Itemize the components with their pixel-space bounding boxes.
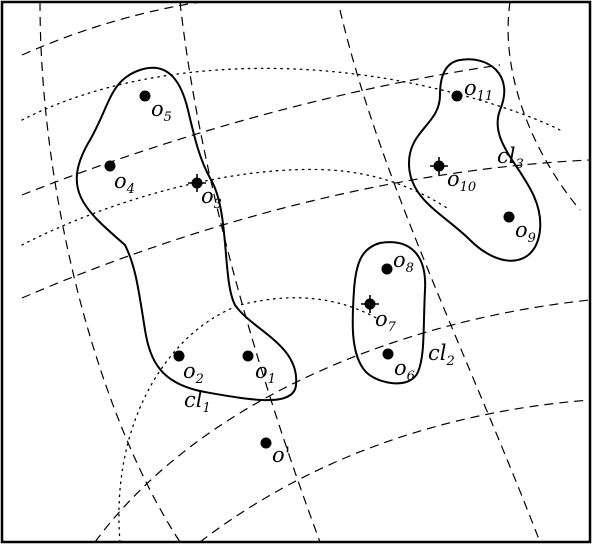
dashed-curve xyxy=(94,299,591,543)
dashed-curve xyxy=(179,1,321,543)
label-o3: o3 xyxy=(201,184,222,212)
centroid-o3 xyxy=(188,174,206,192)
cluster-cl1-boundary xyxy=(75,66,298,402)
dotted-contour xyxy=(118,297,381,543)
label-o2: o2 xyxy=(183,359,204,387)
label-o4: o4 xyxy=(114,169,135,197)
label-o7: o7 xyxy=(375,307,397,335)
dashed-grid xyxy=(21,1,591,543)
centroid-o10 xyxy=(430,157,448,175)
dotted-contours xyxy=(21,67,561,543)
label-o9: o9 xyxy=(515,218,536,246)
point-o9 xyxy=(503,211,515,223)
label-o11: o11 xyxy=(464,76,493,104)
point-o4 xyxy=(104,160,116,172)
label-cl1: cl1 xyxy=(184,388,211,416)
cluster-labels: cl1 cl2 cl3 xyxy=(184,144,524,416)
point-o2 xyxy=(173,350,185,362)
dashed-curve xyxy=(21,1,201,56)
dashed-curve xyxy=(21,64,501,196)
dashed-curve xyxy=(199,399,591,543)
label-o6: o6 xyxy=(394,356,415,384)
point-o11 xyxy=(451,90,463,102)
dashed-curve xyxy=(339,9,541,543)
dotted-contour xyxy=(21,67,561,131)
label-o8: o8 xyxy=(393,248,414,276)
label-o1: o1 xyxy=(255,359,276,387)
dotted-contour xyxy=(21,168,451,246)
dashed-curve xyxy=(507,1,581,211)
object-labels: o1 o2 o3 o4 o5 o6 o7 o8 o9 o10 o11 o' xyxy=(114,76,536,467)
point-o1 xyxy=(242,350,254,362)
point-oprime xyxy=(260,437,272,449)
cluster-cl3-boundary xyxy=(407,58,542,262)
cluster-boundaries xyxy=(75,58,542,402)
label-cl2: cl2 xyxy=(428,341,455,369)
point-o5 xyxy=(139,90,151,102)
cluster-cl2-boundary xyxy=(351,241,427,385)
point-o8 xyxy=(381,263,393,275)
object-points xyxy=(104,90,515,449)
dashed-curve xyxy=(39,1,181,543)
label-cl3: cl3 xyxy=(497,144,524,172)
label-o5: o5 xyxy=(151,97,172,125)
label-o10: o10 xyxy=(447,167,476,195)
dashed-curve xyxy=(21,159,591,299)
centroid-o7 xyxy=(361,295,379,313)
point-o6 xyxy=(382,348,394,360)
label-oprime: o' xyxy=(272,443,290,467)
